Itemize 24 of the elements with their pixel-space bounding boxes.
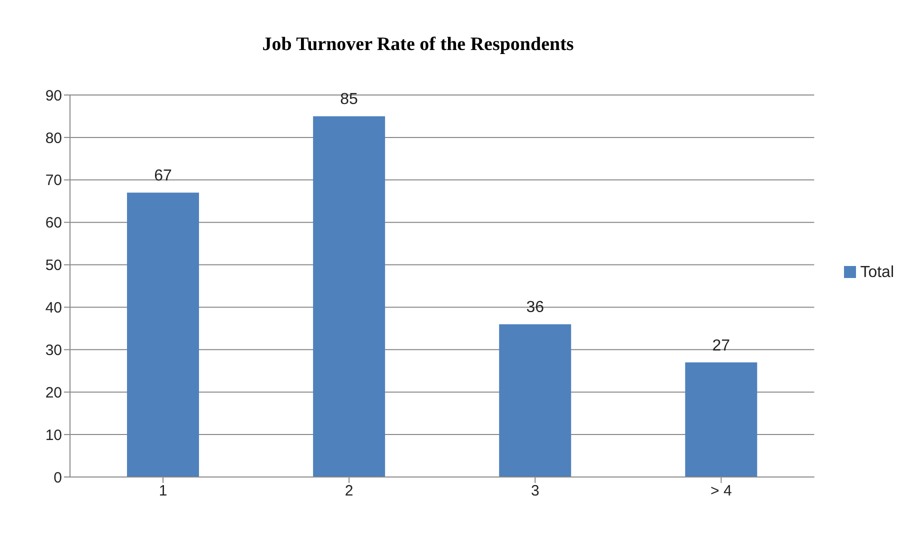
y-tick-label: 10 bbox=[45, 426, 62, 444]
bar bbox=[685, 362, 758, 477]
x-tick-label: 2 bbox=[344, 482, 354, 500]
x-tick-label: 3 bbox=[530, 482, 540, 500]
y-tick-label: 60 bbox=[45, 214, 62, 232]
y-tick-label: 20 bbox=[45, 384, 62, 402]
legend-label: Total bbox=[860, 264, 894, 280]
data-label: 27 bbox=[712, 337, 730, 354]
bar bbox=[313, 116, 386, 477]
y-tick-label: 30 bbox=[45, 342, 62, 359]
data-label: 85 bbox=[340, 91, 358, 108]
data-label: 67 bbox=[154, 168, 172, 185]
x-tick-label: 1 bbox=[158, 482, 168, 500]
x-tick-label: > 4 bbox=[710, 482, 732, 500]
y-tick-label: 40 bbox=[45, 300, 62, 317]
bar bbox=[499, 324, 572, 477]
y-tick-label: 70 bbox=[45, 172, 62, 190]
y-tick-label: 0 bbox=[54, 469, 62, 486]
y-tick-label: 90 bbox=[45, 87, 62, 104]
chart-title: Job Turnover Rate of the Respondents bbox=[261, 34, 575, 56]
bar bbox=[127, 192, 199, 477]
data-label: 36 bbox=[526, 299, 544, 316]
y-tick-label: 50 bbox=[45, 257, 62, 274]
y-tick-label: 80 bbox=[45, 130, 62, 147]
